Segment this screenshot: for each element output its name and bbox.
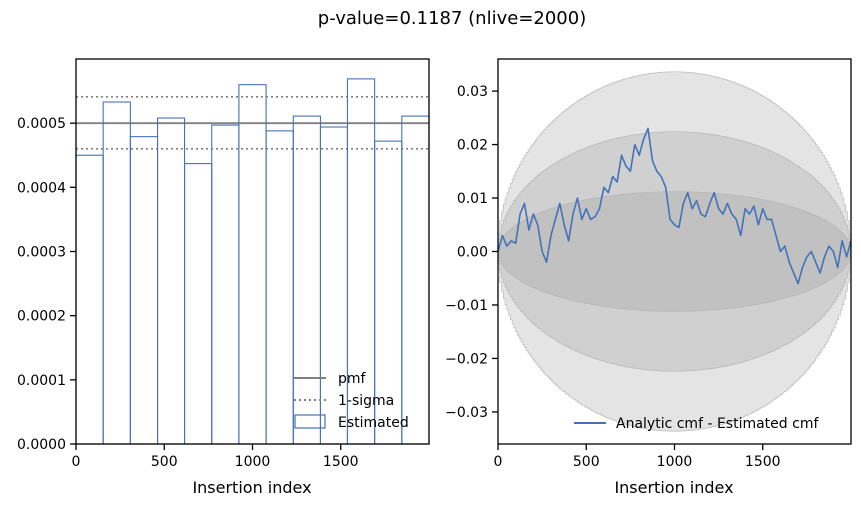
x-tick-label: 0: [494, 454, 503, 470]
x-tick-label: 1500: [323, 454, 359, 470]
legend-pmf-label: pmf: [338, 371, 367, 387]
figure-title: p-value=0.1187 (nlive=2000): [318, 8, 586, 29]
histogram-bar: [129, 136, 159, 445]
y-tick-label: 0.00: [457, 245, 488, 261]
y-tick-label: −0.03: [445, 405, 488, 421]
histogram-bar: [292, 115, 322, 445]
histogram-chart: 0.0000 0.0001 0.0002 0.0003 0.0004 0.0005 0 500…: [17, 58, 430, 497]
legend-estimated-swatch: [294, 414, 326, 429]
histogram-bar: [346, 78, 376, 445]
histogram-bar: [401, 115, 430, 445]
cmf-difference-chart: −0.03 −0.02 −0.01 0.00 0.01 0.02 0.03 0 500 1000 1…: [445, 58, 852, 497]
histogram-plot-area: [75, 78, 430, 445]
legend-sigma-label: 1-sigma: [338, 393, 394, 409]
y-tick-label: 0.01: [457, 191, 488, 207]
histogram-bar: [238, 84, 267, 445]
histogram-bar: [211, 124, 240, 445]
cmf-plot-area: [498, 71, 851, 432]
cmf-axes: −0.03 −0.02 −0.01 0.00 0.01 0.02 0.03 0 500 1000 1…: [445, 58, 852, 470]
histogram-bar: [183, 163, 213, 445]
histogram-legend: pmf 1-sigma Estimated: [294, 371, 409, 431]
y-tick-label: 0.0002: [17, 309, 66, 325]
sigma-band-3: [498, 71, 851, 432]
histogram-bar: [265, 130, 294, 445]
histogram-x-axis-label: Insertion index: [192, 478, 311, 497]
histogram-bar: [102, 101, 131, 445]
y-tick-label: 0.0004: [17, 180, 66, 196]
y-tick-label: 0.0003: [17, 245, 66, 261]
histogram-bar: [156, 117, 186, 445]
sigma-band-2: [498, 131, 851, 372]
cmf-x-axis-label: Insertion index: [614, 478, 733, 497]
sigma-band-1: [498, 191, 851, 312]
histogram-axes: 0.0000 0.0001 0.0002 0.0003 0.0004 0.0005 0 500…: [17, 58, 430, 470]
x-tick-label: 1500: [745, 454, 781, 470]
y-tick-label: −0.02: [445, 351, 488, 367]
legend-cmf-label: Analytic cmf - Estimated cmf: [616, 416, 819, 432]
x-tick-label: 500: [151, 454, 178, 470]
y-tick-label: 0.0005: [17, 116, 66, 132]
x-tick-label: 1000: [657, 454, 693, 470]
y-tick-label: 0.0001: [17, 373, 66, 389]
y-tick-label: −0.01: [445, 298, 488, 314]
histogram-frame: [75, 58, 430, 445]
y-tick-label: 0.0000: [17, 437, 66, 453]
y-tick-label: 0.03: [457, 84, 488, 100]
histogram-bar: [75, 154, 104, 445]
x-tick-label: 1000: [235, 454, 271, 470]
x-tick-label: 0: [72, 454, 81, 470]
legend-estimated-label: Estimated: [338, 415, 409, 431]
cmf-legend: Analytic cmf - Estimated cmf: [574, 416, 819, 432]
x-tick-label: 500: [573, 454, 600, 470]
y-tick-label: 0.02: [457, 138, 488, 154]
cmf-difference-line: [498, 127, 851, 285]
